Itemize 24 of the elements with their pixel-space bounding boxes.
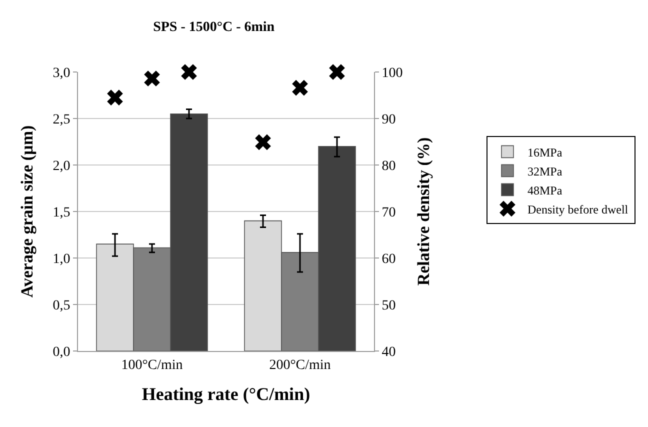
y-axis-title: Average grain size (µm) [17, 125, 36, 298]
y2-tick-label: 90 [382, 112, 396, 128]
legend-label: Density before dwell [527, 202, 629, 216]
x-tick-label: 200°C/min [269, 358, 331, 373]
y-tick-label: 0,0 [52, 344, 70, 360]
y2-axis-title: Relative density (%) [414, 137, 434, 286]
y-tick-label: 0,5 [52, 298, 70, 314]
chart-title: SPS - 1500°C - 6min [153, 20, 275, 36]
y2-tick-label: 100 [382, 66, 403, 81]
y2-tick-label: 60 [382, 252, 396, 267]
legend-label: 48MPa [527, 183, 563, 198]
y2-tick-label: 40 [382, 344, 396, 360]
y-tick-label: 1,0 [52, 252, 70, 267]
y-tick-label: 3,0 [52, 66, 70, 81]
legend-label: 16MPa [527, 145, 563, 160]
y-tick-label: 1,5 [52, 205, 70, 220]
y-tick-label: 2,0 [52, 158, 70, 174]
y2-tick-label: 50 [382, 298, 396, 314]
x-tick-label: 100°C/min [121, 358, 183, 373]
x-axis-title: Heating rate (°C/min) [142, 384, 310, 404]
y-tick-label: 2,5 [52, 112, 70, 128]
y2-tick-label: 70 [382, 205, 396, 220]
legend-label: 32MPa [527, 164, 563, 178]
y2-tick-label: 80 [382, 158, 396, 174]
